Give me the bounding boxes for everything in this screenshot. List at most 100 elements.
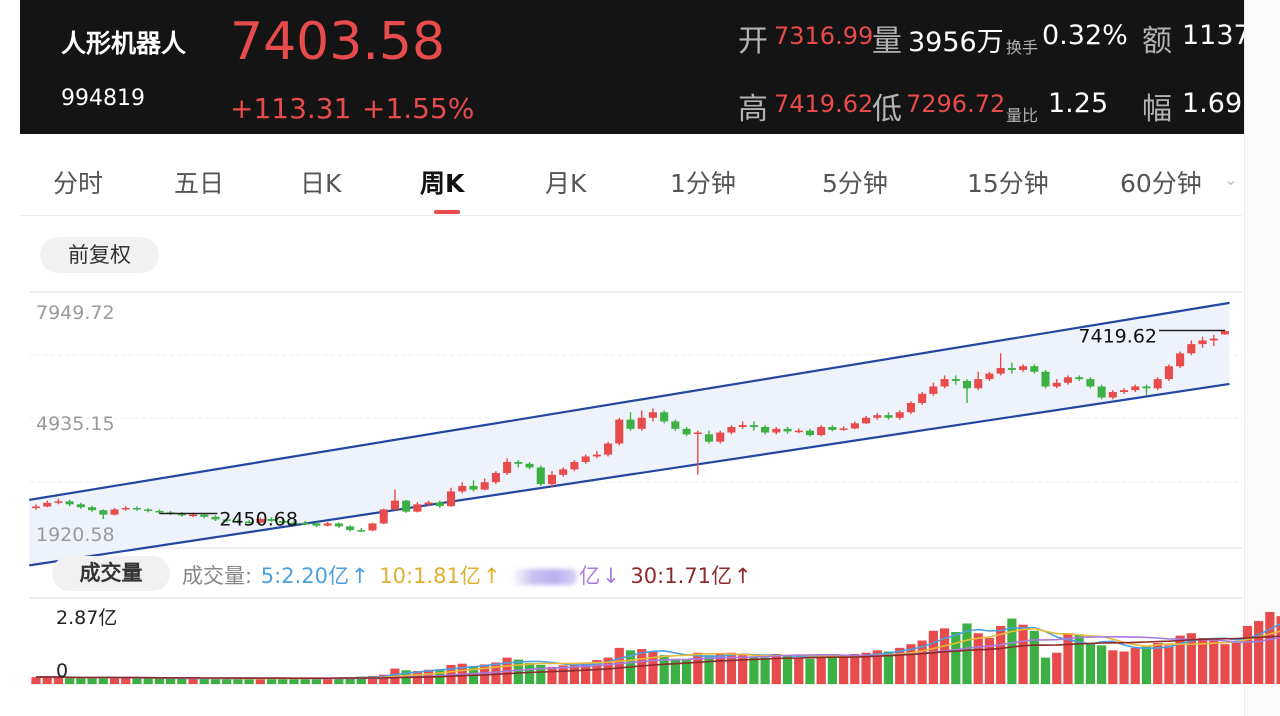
candle-body [805,430,815,436]
tab-60min[interactable]: 60分钟 [1120,169,1202,198]
candle-body [1075,377,1084,380]
blurred-value [511,569,578,585]
volume-ma30-line [35,635,1280,680]
volume-bar [356,676,366,684]
candle-body [469,485,478,490]
volume-bar [1141,646,1152,684]
candle-body [951,379,960,381]
candle-body [491,473,500,483]
volume-bar [513,659,523,684]
candle-body [783,428,792,432]
candle-body [188,514,198,517]
volume-bar [1130,647,1140,684]
candle-body [121,507,130,510]
candle-body [794,430,803,433]
volume-bar [199,678,209,684]
amount-value: 1137 [1182,20,1244,51]
candle-body [1131,386,1140,391]
volume-bar [300,678,310,684]
volume-bar [816,655,826,684]
candle-body [368,523,377,531]
candle-body [749,425,758,427]
tab-weekly-k[interactable]: 周K [420,169,465,198]
candle-body [604,443,613,455]
candle-body [503,461,512,474]
low-label: 低 [872,92,902,127]
volume-bar [805,658,815,684]
price-change: +113.31 [230,92,352,125]
candle-body [390,500,399,510]
volume-bar [749,656,759,684]
candle-body [918,393,927,404]
volume-bar [1164,645,1174,684]
candle-body [761,426,770,433]
candle-body [424,502,433,505]
candle-body [1108,391,1117,398]
candle-body [940,379,949,387]
volume-ma5: 5:2.20亿↑ [260,564,369,588]
candle-body [222,519,231,521]
candle-body [648,412,657,418]
tab-daily-k[interactable]: 日K [300,169,342,198]
candle-body [996,368,1005,374]
price-change-pct: +1.55% [362,92,475,125]
candle-body [267,519,276,521]
tab-1min[interactable]: 1分钟 [670,169,736,198]
low-value: 7296.72 [906,90,1006,118]
candle-body [379,509,388,524]
candle-body [458,485,467,492]
candle-body [1198,340,1207,345]
amount-label: 额 [1142,24,1172,59]
adjust-mode-button[interactable]: 前复权 [40,237,159,273]
candle-body [682,428,691,435]
candle-body [738,425,747,427]
candle-body [289,522,299,525]
candle-body [862,417,871,424]
candle-body [693,432,702,434]
tab-15min[interactable]: 15分钟 [967,169,1049,198]
candle-body [581,456,590,462]
volume-bar [883,651,894,684]
candle-body [1176,353,1185,367]
volume-bar [984,638,995,684]
volume-bar [345,677,355,684]
volume-bar [278,678,288,684]
candle-body [1164,366,1173,380]
channel-lower-line [29,382,1230,567]
volume-bar [244,678,254,684]
tab-5min[interactable]: 5分钟 [822,169,888,198]
volume-bar [266,678,277,684]
volume-bar [1231,642,1241,684]
volume-bar [738,655,748,684]
candle-body [839,428,848,430]
candle-body [626,419,635,429]
volume-bar [939,628,950,684]
volume-bar [1209,640,1219,684]
volume-bar [614,647,624,684]
volume-bar [255,678,265,684]
volume-bar [581,662,591,684]
tab-monthly-k[interactable]: 月K [545,169,587,198]
volume-bar [1097,645,1107,684]
candle-body [1220,331,1230,335]
candle-body [65,501,74,505]
volume-bar [143,678,153,684]
period-tab-bar: 分时 五日 日K 周K 月K 1分钟 5分钟 15分钟 60分钟 ⌄ [20,146,1242,216]
volume-ratio-value: 1.25 [1048,88,1109,119]
volume-bar [311,678,322,684]
tab-five-day[interactable]: 五日 [174,169,225,198]
right-edge-strip [1244,0,1280,716]
candle-body [817,426,826,436]
volume-bar [132,678,142,684]
candle-body [536,467,545,485]
candle-body [99,510,108,515]
volume-indicator-button[interactable]: 成交量 [52,556,170,591]
volume-bar [1175,635,1185,684]
chevron-down-icon[interactable]: ⌄ [1224,170,1238,189]
candle-body [301,523,310,525]
high-annotation-label: 7419.62 [1078,326,1157,348]
channel-upper-line [29,301,1230,501]
volume-bar [1197,638,1208,684]
tab-intraday[interactable]: 分时 [53,169,104,198]
candle-body [278,520,287,523]
